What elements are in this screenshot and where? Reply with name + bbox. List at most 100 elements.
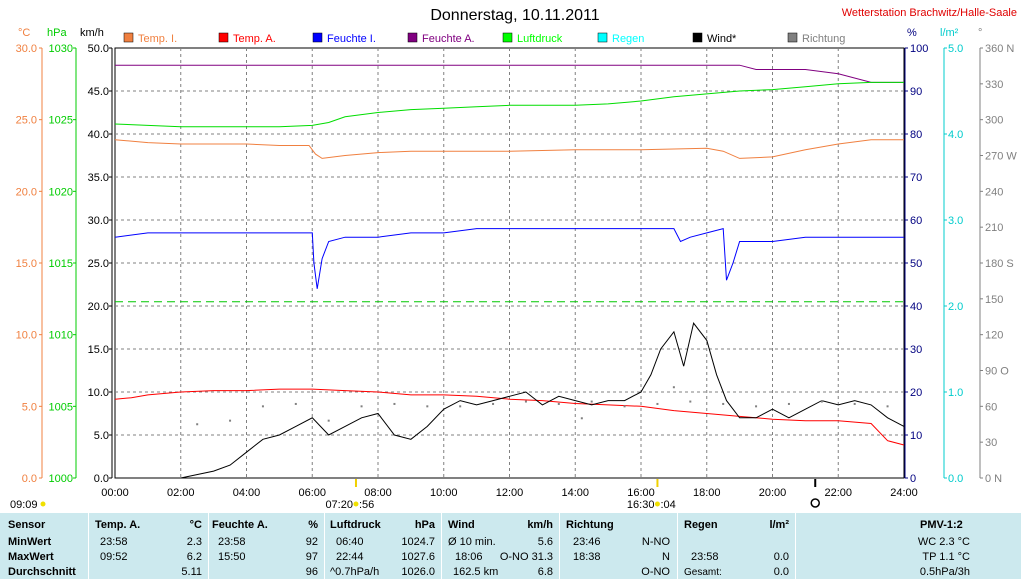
pressure-tick-label: 1025 [49,115,73,127]
x-tick-label: 10:00 [430,487,458,499]
direction-point [524,400,527,403]
direction-point [722,402,725,405]
sensor-header: Sensor [8,519,46,531]
wind-max-time: 18:06 [455,551,483,563]
direction-tick-label: 120 [985,330,1003,342]
station-name: Wetterstation Brachwitz/Halle-Saale [842,7,1017,19]
humidity-tick-label: 10 [910,430,922,442]
direction-tick-label: 60 [985,401,997,413]
temp-tick-label: 20.0 [16,186,37,198]
series [114,64,905,479]
press-max-value: 1027.6 [401,551,435,563]
wind-min-label: Ø 10 min. [448,536,496,548]
wind-min-value: 5.6 [537,536,553,548]
dir-avg-value: O-NO [641,566,670,578]
direction-point [294,402,297,405]
temp-header: Temp. A. [95,519,141,531]
sunrise-time: 07:20 [325,499,353,511]
pmv-trend: 0.5hPa/3h [919,566,970,578]
humidity-unit-label: % [907,27,917,39]
wind-distance: 162.5 km [453,566,499,578]
humidity-tick-label: 40 [910,301,922,313]
wind-max-value: O-NO 31.3 [499,551,553,563]
x-tick-label: 16:00 [627,487,655,499]
temp-unit: °C [189,519,202,531]
dir-max-time: 18:38 [573,551,601,563]
press-min-time: 06:40 [336,536,364,548]
humidity-tick-label: 50 [910,258,922,270]
series-feuchte-i [114,227,904,289]
legend-label: Regen [612,33,644,45]
direction-point [426,405,429,408]
x-tick-label: 24:00 [890,487,918,499]
x-tick-label: 20:00 [759,487,787,499]
direction-tick-label: 210 [985,222,1003,234]
temp-tick-label: 0.0 [22,473,37,485]
pmv-wc: WC 2.3 °C [917,536,970,548]
wind-tick-label: 10.0 [88,387,109,399]
hum-max-value: 97 [305,551,318,563]
press-max-time: 22:44 [336,551,364,563]
legend-label: Richtung [802,33,845,45]
direction-tick-label: 0 N [985,473,1002,485]
direction-tick-label: 240 [985,186,1003,198]
temp-tick-label: 25.0 [16,115,37,127]
sunrise-suffix: :56 [359,499,374,511]
wind-tick-label: 25.0 [88,258,109,270]
rain-tick-label: 2.0 [948,301,963,313]
pressure-unit-label: hPa [47,27,67,39]
direction-point [853,402,856,405]
humidity-tick-label: 30 [910,344,922,356]
wind-avg-value: 6.8 [537,566,553,578]
direction-tick-label: 330 [985,79,1003,91]
direction-point [820,400,823,403]
pressure-tick-label: 1000 [49,473,73,485]
statistics-table: Sensor MinWert MaxWert Durchschnitt Temp… [0,513,1021,579]
temp-min-value: 2.3 [186,536,202,548]
direction-point [886,405,889,408]
humidity-tick-label: 100 [910,43,928,55]
dir-min-time: 23:46 [573,536,601,548]
temp-tick-label: 30.0 [16,43,37,55]
sun-moon-markers: 09:09 07:20:56 16:30:04 [10,479,820,511]
direction-point [689,400,692,403]
direction-point [623,405,626,408]
wind-tick-label: 50.0 [88,43,109,55]
x-tick-label: 14:00 [561,487,589,499]
hum-max-time: 15:50 [218,551,246,563]
temp-tick-label: 15.0 [16,258,37,270]
series-luftdruck [114,81,904,128]
pressure-tick-label: 1020 [49,186,73,198]
temp-max-value: 6.2 [186,551,202,563]
rain-total-label: Gesamt: [684,567,722,578]
direction-tick-label: 30 [985,437,997,449]
rain-tick-label: 4.0 [948,129,963,141]
weather-chart: Donnerstag, 10.11.2011 Wetterstation Bra… [10,7,1017,511]
legend-swatch [597,32,608,43]
pmv-header: PMV-1:2 [920,519,963,531]
wind-tick-label: 20.0 [88,301,109,313]
direction-point [755,405,758,408]
series-temp-i [114,139,904,159]
x-tick-label: 04:00 [233,487,261,499]
legend-label: Luftdruck [517,33,563,45]
legend-swatch [502,32,513,43]
wind-tick-label: 45.0 [88,86,109,98]
legend-swatch [787,32,798,43]
chart-title: Donnerstag, 10.11.2011 [430,7,599,24]
humidity-tick-label: 90 [910,86,922,98]
humidity-tick-label: 20 [910,387,922,399]
dir-max-value: N [662,551,670,563]
direction-tick-label: 360 N [985,43,1014,55]
direction-point [229,419,232,422]
wind-tick-label: 5.0 [94,430,109,442]
rain-tick-label: 5.0 [948,43,963,55]
wind-header: Wind [448,519,475,531]
rain-tick-label: 3.0 [948,215,963,227]
direction-point [196,423,199,426]
x-tick-label: 06:00 [298,487,326,499]
humidity-tick-label: 0 [910,473,916,485]
pressure-tick-label: 1030 [49,43,73,55]
press-avg-value: 1026.0 [401,566,435,578]
direction-tick-label: 180 S [985,258,1014,270]
